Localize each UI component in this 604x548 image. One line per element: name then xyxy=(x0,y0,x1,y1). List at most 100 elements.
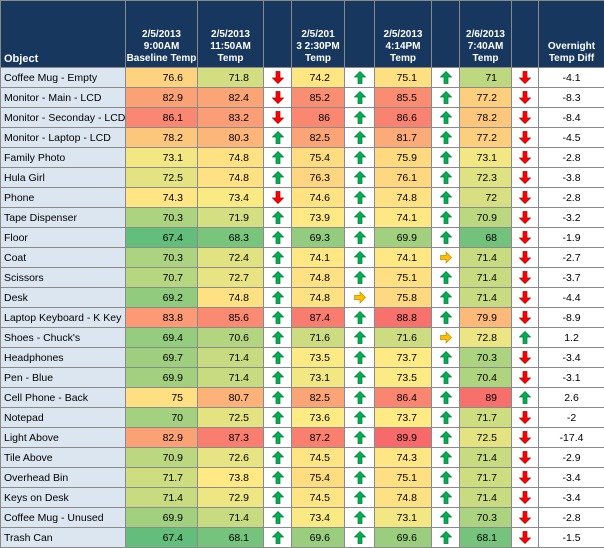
temp-cell: 82.9 xyxy=(126,428,198,448)
temp-cell: 74.8 xyxy=(198,148,264,168)
header-line: 3 2:30PM xyxy=(292,41,344,53)
arrow-icon xyxy=(272,151,284,164)
arrow-shape xyxy=(520,472,531,484)
arrow-icon xyxy=(519,371,531,384)
object-name: Coffee Mug - Empty xyxy=(1,68,126,88)
arrow-cell xyxy=(512,108,539,128)
arrow-cell xyxy=(345,168,375,188)
header-line: 2/5/2013 xyxy=(198,29,263,41)
arrow-cell xyxy=(432,128,460,148)
header-line: 7:40AM xyxy=(460,41,511,53)
temp-cell: 75.1 xyxy=(375,468,432,488)
temp-cell: 82.4 xyxy=(198,88,264,108)
arrow-icon xyxy=(440,211,452,224)
diff-cell: -1.5 xyxy=(539,528,604,548)
diff-cell: -4.5 xyxy=(539,128,604,148)
arrow-cell xyxy=(345,108,375,128)
arrow-cell xyxy=(345,128,375,148)
arrow-icon xyxy=(354,371,366,384)
temp-cell: 69.9 xyxy=(375,228,432,248)
arrow-icon xyxy=(440,131,452,144)
temp-cell: 71.4 xyxy=(198,348,264,368)
object-name: Pen - Blue xyxy=(1,368,126,388)
temp-cell: 68.1 xyxy=(198,528,264,548)
temp-cell: 70 xyxy=(126,408,198,428)
temp-cell: 73.1 xyxy=(460,148,512,168)
arrow-icon xyxy=(354,151,366,164)
temp-cell: 72.4 xyxy=(198,248,264,268)
arrow-cell xyxy=(345,368,375,388)
temp-cell: 83.2 xyxy=(198,108,264,128)
temp-cell: 71.4 xyxy=(460,488,512,508)
temp-cell: 68 xyxy=(460,228,512,248)
arrow-icon xyxy=(354,531,366,544)
diff-cell: -8.4 xyxy=(539,108,604,128)
arrow-shape xyxy=(440,532,451,544)
arrow-shape xyxy=(272,192,283,204)
temp-cell: 74.3 xyxy=(126,188,198,208)
arrow-shape xyxy=(440,232,451,244)
temp-cell: 86 xyxy=(292,108,345,128)
arrow-cell xyxy=(432,168,460,188)
arrow-shape xyxy=(520,532,531,544)
arrow-cell xyxy=(512,448,539,468)
arrow-shape xyxy=(440,152,451,164)
arrow-icon xyxy=(519,251,531,264)
temp-cell: 73.5 xyxy=(375,368,432,388)
temp-cell: 73.6 xyxy=(292,408,345,428)
arrow-cell xyxy=(512,148,539,168)
arrow-shape xyxy=(440,312,451,324)
arrow-cell xyxy=(345,328,375,348)
arrow-shape xyxy=(354,492,365,504)
arrow-shape xyxy=(272,392,283,404)
temp-cell: 85.5 xyxy=(375,88,432,108)
arrow-cell xyxy=(345,188,375,208)
object-name: Light Above xyxy=(1,428,126,448)
temp-cell: 71.7 xyxy=(126,468,198,488)
arrow-shape xyxy=(520,352,531,364)
temp-cell: 72.8 xyxy=(460,328,512,348)
header-line: 9:00AM xyxy=(126,41,197,53)
arrow-cell xyxy=(512,348,539,368)
arrow-shape xyxy=(354,172,365,184)
arrow-shape xyxy=(354,452,365,464)
temp-cell: 70.3 xyxy=(460,508,512,528)
header-line: Temp xyxy=(198,53,263,65)
temp-cell: 87.4 xyxy=(292,308,345,328)
arrow-cell xyxy=(264,288,292,308)
temp-cell: 72.5 xyxy=(460,428,512,448)
temp-cell: 89 xyxy=(460,388,512,408)
arrow-cell xyxy=(345,308,375,328)
arrow-cell xyxy=(432,468,460,488)
arrow-cell xyxy=(432,308,460,328)
temp-cell: 86.4 xyxy=(375,388,432,408)
arrow-shape xyxy=(520,292,531,304)
diff-cell: -3.7 xyxy=(539,268,604,288)
temp-cell: 74.8 xyxy=(375,488,432,508)
arrow-shape xyxy=(272,472,283,484)
arrow-cell xyxy=(345,268,375,288)
diff-cell: -2.7 xyxy=(539,248,604,268)
temp-cell: 76.6 xyxy=(126,68,198,88)
arrow-cell xyxy=(432,448,460,468)
arrow-cell xyxy=(345,228,375,248)
temp-cell: 74.1 xyxy=(375,208,432,228)
temp-cell: 69.3 xyxy=(292,228,345,248)
temp-cell: 70.3 xyxy=(126,208,198,228)
arrow-shape xyxy=(272,352,283,364)
arrow-icon xyxy=(354,251,366,264)
temp-cell: 78.2 xyxy=(460,108,512,128)
object-name: Family Photo xyxy=(1,148,126,168)
arrow-icon xyxy=(354,191,366,204)
arrow-cell xyxy=(345,448,375,468)
arrow-cell xyxy=(264,508,292,528)
arrow-icon xyxy=(440,111,452,124)
arrow-shape xyxy=(272,372,283,384)
arrow-icon xyxy=(354,391,366,404)
arrow-cell xyxy=(345,408,375,428)
arrow-icon xyxy=(519,71,531,84)
